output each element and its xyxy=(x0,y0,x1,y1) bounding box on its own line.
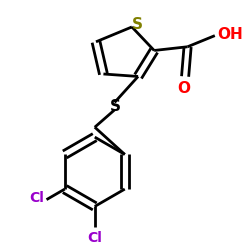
Text: OH: OH xyxy=(217,27,243,42)
Text: S: S xyxy=(132,17,143,32)
Text: S: S xyxy=(110,100,121,114)
Text: O: O xyxy=(178,82,190,96)
Text: Cl: Cl xyxy=(87,231,102,245)
Text: Cl: Cl xyxy=(29,192,44,205)
